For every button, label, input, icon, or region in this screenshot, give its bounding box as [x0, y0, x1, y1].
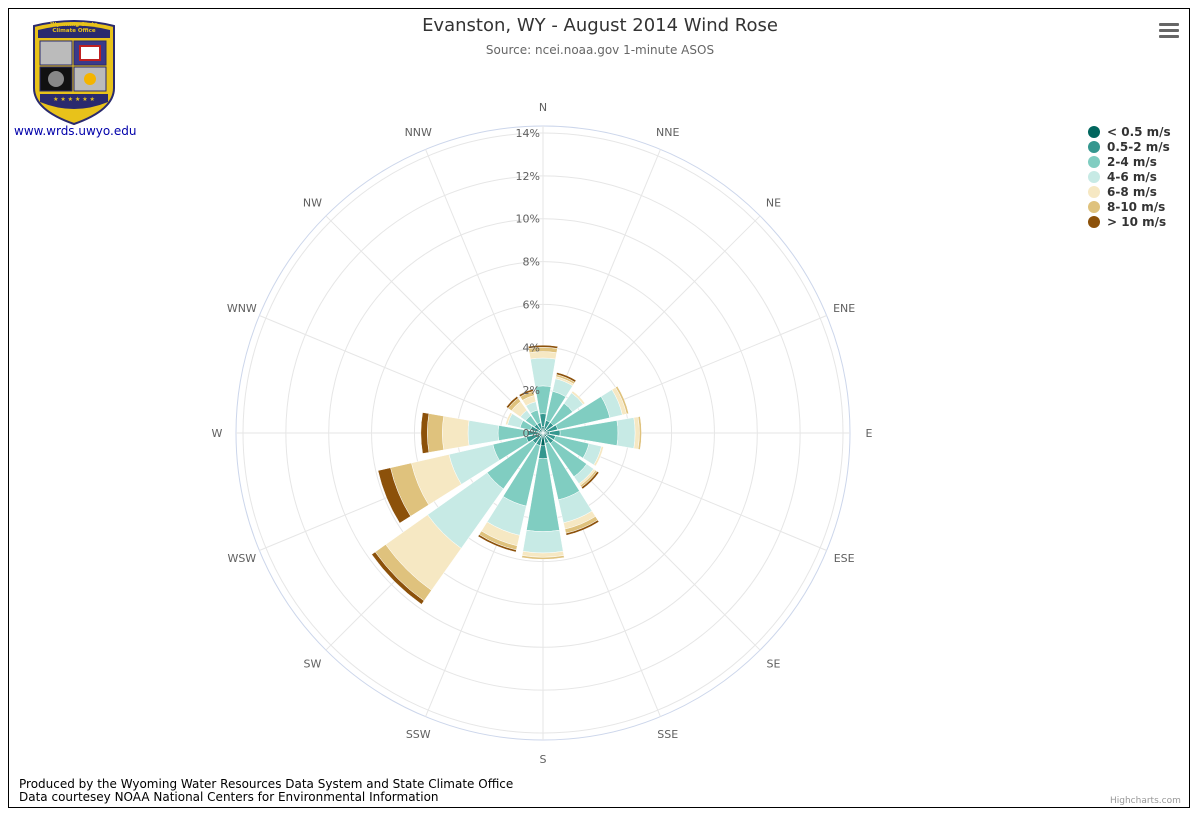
legend-label: > 10 m/s [1107, 214, 1167, 229]
logo-banner-text: Wyoming State Climate Office [50, 22, 98, 34]
legend-swatch [1088, 215, 1100, 228]
chart-subtitle: Source: ncei.noaa.gov 1-minute ASOS [485, 43, 715, 57]
legend-item-0[interactable]: < 0.5 m/s [1088, 124, 1171, 139]
legend-label: 2-4 m/s [1107, 154, 1157, 169]
polar-grid [235, 125, 851, 741]
bar-sw-series-6[interactable] [371, 551, 425, 605]
legend-item-6[interactable]: > 10 m/s [1088, 214, 1171, 229]
radial-tick-label: 2% [523, 384, 540, 397]
bar-ese-series-4[interactable] [593, 446, 604, 467]
bar-n-series-3[interactable] [530, 357, 556, 387]
chart-legend: < 0.5 m/s 0.5-2 m/s 2-4 m/s 4-6 m/s 6-8 m/s 8… [1088, 124, 1171, 229]
legend-item-3[interactable]: 4-6 m/s [1088, 169, 1171, 184]
grid-spoke [425, 149, 544, 434]
bar-nw-series-6[interactable] [505, 395, 519, 409]
bar-wsw-series-6[interactable] [377, 467, 411, 524]
legend-swatch [1088, 170, 1100, 183]
hamburger-menu-icon[interactable] [1157, 20, 1181, 40]
bar-wnw-series-4[interactable] [505, 412, 513, 426]
footer-line-1: Produced by the Wyoming Water Resources … [19, 777, 514, 791]
bar-ene-series-5[interactable] [615, 385, 629, 415]
legend-item-5[interactable]: 8-10 m/s [1088, 199, 1171, 214]
bar-ne-series-4[interactable] [571, 390, 586, 405]
legend-label: 4-6 m/s [1107, 169, 1157, 184]
direction-label-ese: ESE [834, 552, 855, 565]
direction-label-w: W [212, 427, 223, 440]
direction-label-sw: SW [304, 658, 322, 671]
bar-s-series-3[interactable] [522, 529, 564, 554]
climate-office-logo: ★ ★ ★ ★ ★ ★ [33, 20, 115, 126]
wrds-website-link[interactable]: www.wrds.uwyo.edu [14, 124, 137, 138]
direction-label-ssw: SSW [406, 728, 431, 741]
radial-tick-label: 14% [516, 127, 540, 140]
footer-line-2: Data courtesey NOAA National Centers for… [19, 790, 439, 804]
wind-rose-bars [371, 344, 642, 605]
legend-swatch [1088, 155, 1100, 168]
svg-text:★ ★ ★ ★ ★ ★: ★ ★ ★ ★ ★ ★ [53, 96, 95, 103]
chart-footer: Produced by the Wyoming Water Resources … [19, 778, 513, 804]
legend-swatch [1088, 140, 1100, 153]
bar-nne-series-6[interactable] [556, 372, 577, 383]
direction-label-n: N [539, 101, 547, 114]
direction-label-sse: SSE [657, 728, 678, 741]
bar-w-series-5[interactable] [427, 413, 445, 453]
bar-sse-series-6[interactable] [565, 519, 600, 536]
legend-label: 6-8 m/s [1107, 184, 1157, 199]
legend-label: 0.5-2 m/s [1107, 139, 1170, 154]
bar-e-series-3[interactable] [616, 417, 636, 449]
highcharts-credits-link[interactable]: Highcharts.com [1110, 796, 1181, 806]
bar-n-series-6[interactable] [527, 344, 559, 349]
bar-w-series-3[interactable] [467, 420, 499, 446]
legend-swatch [1088, 200, 1100, 213]
bar-s-series-1[interactable] [538, 445, 548, 459]
legend-item-1[interactable]: 0.5-2 m/s [1088, 139, 1171, 154]
bar-se-series-6[interactable] [581, 471, 600, 490]
menu-bar [1159, 29, 1179, 32]
direction-label-ene: ENE [833, 302, 855, 315]
radial-tick-label: 4% [523, 341, 540, 354]
direction-label-ne: NE [766, 196, 781, 209]
direction-label-nne: NNE [656, 126, 679, 139]
grid-spoke [325, 215, 544, 434]
menu-bar [1159, 23, 1179, 26]
legend-label: 8-10 m/s [1107, 199, 1166, 214]
bar-e-series-5[interactable] [637, 416, 642, 450]
direction-label-wnw: WNW [227, 302, 257, 315]
bar-ssw-series-6[interactable] [477, 534, 517, 553]
radial-tick-label: 0% [523, 427, 540, 440]
axis-labels: N NNE NE ENE E ESE SE SSE S SSW SW WSW W WNW NW NNW 0% 2%… [212, 101, 873, 766]
chart-title: Evanston, WY - August 2014 Wind Rose [422, 15, 778, 36]
direction-label-nw: NW [303, 196, 322, 209]
legend-item-2[interactable]: 2-4 m/s [1088, 154, 1171, 169]
legend-swatch [1088, 185, 1100, 198]
direction-label-s: S [540, 753, 547, 766]
bar-w-series-4[interactable] [442, 415, 470, 451]
radial-tick-label: 6% [523, 298, 540, 311]
radial-tick-label: 10% [516, 213, 540, 226]
grid-spoke [259, 315, 544, 434]
bar-w-series-6[interactable] [420, 412, 430, 454]
direction-label-e: E [866, 427, 873, 440]
legend-item-4[interactable]: 6-8 m/s [1088, 184, 1171, 199]
bar-nnw-series-6[interactable] [518, 388, 534, 398]
radial-tick-label: 12% [516, 170, 540, 183]
radial-tick-label: 8% [523, 256, 540, 269]
direction-label-se: SE [767, 658, 781, 671]
legend-label: < 0.5 m/s [1107, 124, 1171, 139]
menu-bar [1159, 35, 1179, 38]
direction-label-wsw: WSW [227, 552, 256, 565]
legend-swatch [1088, 125, 1100, 138]
direction-label-nnw: NNW [405, 126, 432, 139]
bar-s-series-5[interactable] [521, 555, 565, 560]
